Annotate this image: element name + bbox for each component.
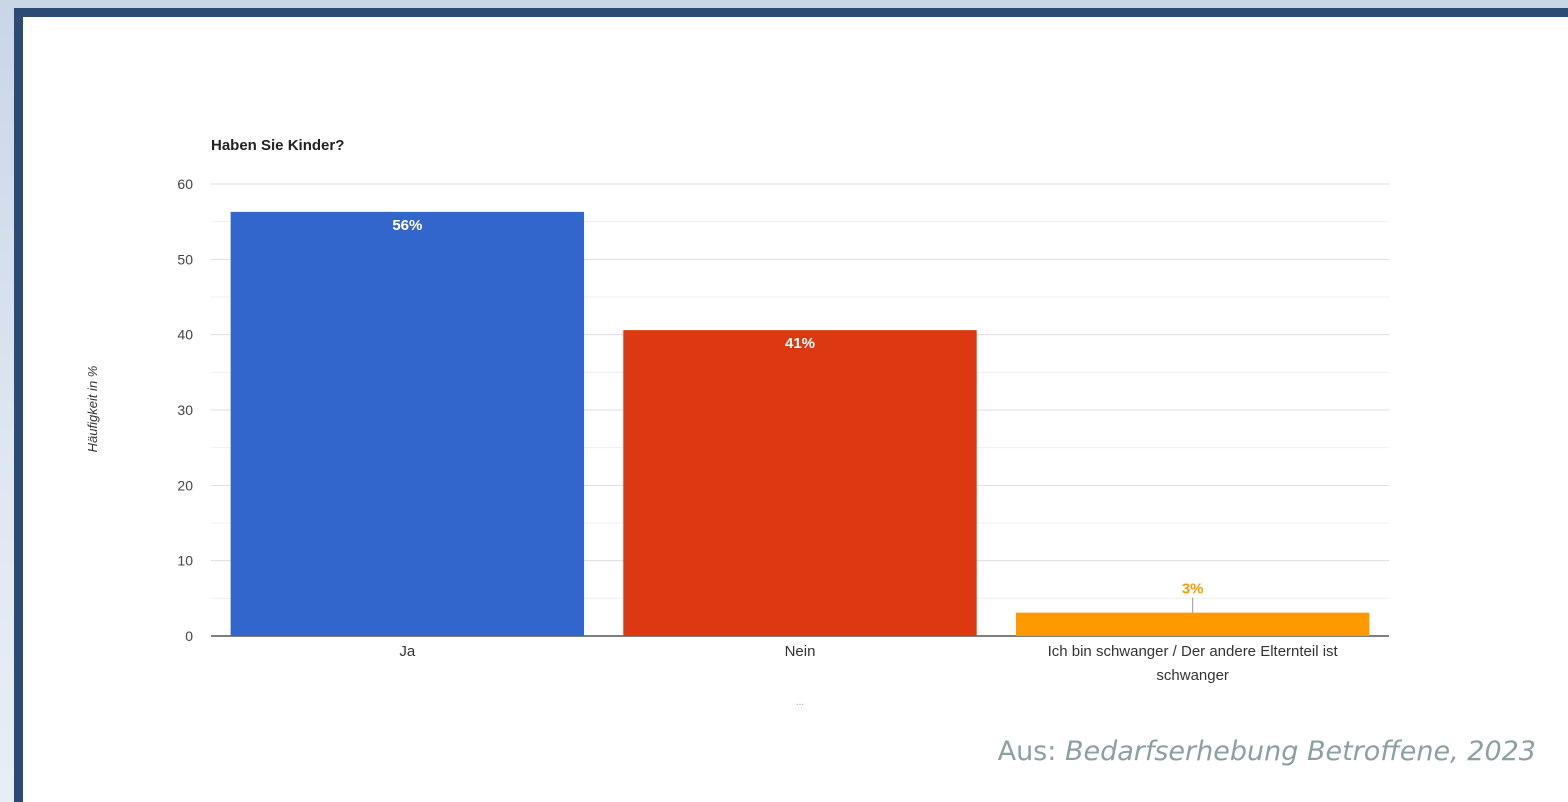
x-tick-label: Ja	[399, 643, 416, 660]
x-tick-label: Ich bin schwanger / Der andere Elterntei…	[1048, 643, 1339, 660]
x-tick-label: schwanger	[1156, 667, 1229, 684]
y-tick-label: 10	[177, 553, 193, 569]
y-tick-label: 20	[177, 477, 193, 493]
y-tick-label: 50	[177, 251, 193, 267]
caption-prefix: Aus:	[997, 736, 1065, 767]
bar-0	[230, 211, 585, 636]
x-tick-labels: Ja Nein Ich bin schwanger / Der andere Elt…	[399, 643, 1338, 684]
y-tick-label: 40	[177, 327, 193, 343]
source-caption: Aus: Bedarfserhebung Betroffene, 2023	[998, 736, 1536, 767]
chart-footer-ellipsis: ...	[796, 697, 804, 708]
y-tick-label: 0	[185, 628, 193, 644]
data-label: 41%	[785, 335, 815, 352]
bar-1	[623, 330, 977, 636]
data-label: 3%	[1182, 581, 1204, 598]
data-label: 56%	[392, 217, 422, 234]
caption-source: Bedarfserhebung Betroffene, 2023	[1064, 736, 1536, 767]
y-tick-label: 60	[177, 176, 193, 192]
y-tick-labels: 0 10 20 30 40 50 60	[177, 176, 193, 644]
bar-2	[1015, 612, 1370, 636]
bars	[230, 211, 1370, 636]
chart-title: Haben Sie Kinder?	[211, 137, 344, 154]
y-tick-label: 30	[177, 402, 193, 418]
data-labels: 56% 41% 3%	[392, 217, 1204, 613]
y-axis-label: Häufigkeit in %	[85, 366, 100, 453]
x-tick-label: Nein	[785, 643, 816, 660]
